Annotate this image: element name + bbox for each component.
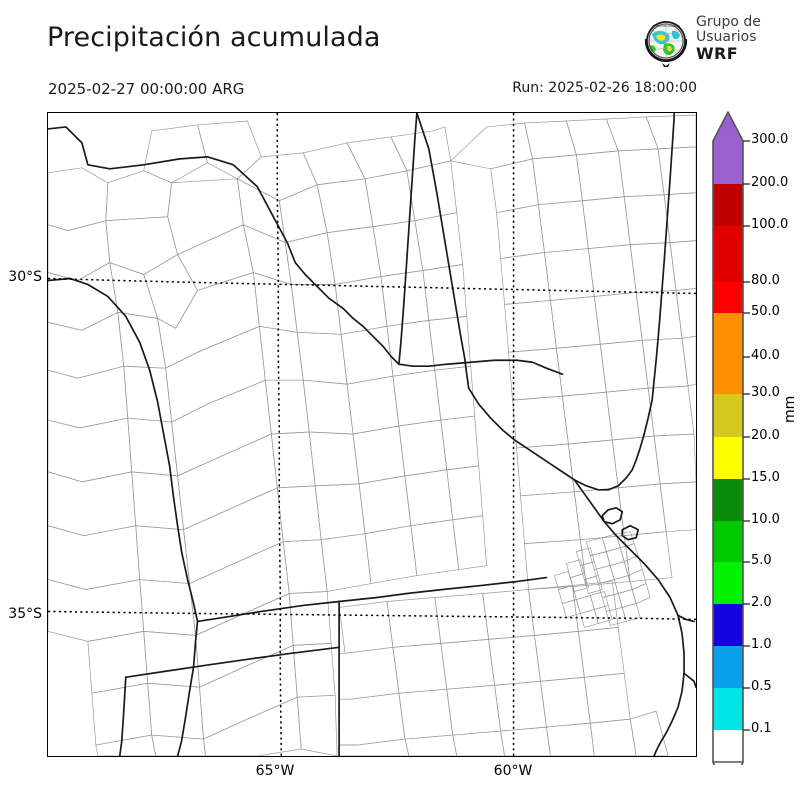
colorbar-graphic xyxy=(712,111,750,765)
logo-line-2: Usuarios xyxy=(696,29,757,46)
cb-tick-1: 1.0 xyxy=(751,637,772,652)
run-time-label: Run: 2025-02-26 18:00:00 xyxy=(512,80,697,96)
logo: GRUPO DE USUARIOS Grupo de Usuarios WRF xyxy=(638,14,798,74)
cb-tick-80: 80.0 xyxy=(751,273,780,288)
map-panel[interactable] xyxy=(47,112,697,757)
cb-tick-5: 5.0 xyxy=(751,553,772,568)
lon-label-65w: 65°W xyxy=(255,763,295,779)
cb-tick-15: 15.0 xyxy=(751,470,780,485)
logo-line-3: WRF xyxy=(696,44,739,64)
cb-tick-40: 40.0 xyxy=(751,348,780,363)
cb-tick-20: 20.0 xyxy=(751,428,780,443)
colorbar-unit-label: mm xyxy=(782,395,798,423)
cb-tick-0-5: 0.5 xyxy=(751,679,772,694)
lat-label-30s: 30°S xyxy=(8,269,42,285)
cb-tick-100: 100.0 xyxy=(751,217,789,232)
lat-label-35s: 35°S xyxy=(8,606,42,622)
valid-time-label: 2025-02-27 00:00:00 ARG xyxy=(48,80,245,98)
cb-over-arrow xyxy=(713,112,743,141)
colorbar[interactable]: 300.0 200.0 100.0 80.0 50.0 40.0 30.0 20… xyxy=(706,110,800,765)
cb-tick-10: 10.0 xyxy=(751,512,780,527)
cb-tick-300: 300.0 xyxy=(751,132,789,147)
page-title: Precipitación acumulada xyxy=(47,22,381,53)
logo-line-1: Grupo de xyxy=(696,14,761,30)
cb-tick-200: 200.0 xyxy=(751,175,789,190)
map-geography xyxy=(48,113,696,756)
cb-tick-2: 2.0 xyxy=(751,595,772,610)
cb-tick-0-1: 0.1 xyxy=(751,721,772,736)
cb-tick-30: 30.0 xyxy=(751,385,780,400)
svg-text:GRUPO DE USUARIOS: GRUPO DE USUARIOS xyxy=(652,24,680,28)
lon-label-60w: 60°W xyxy=(493,763,533,779)
cb-under-arrow xyxy=(712,761,744,765)
cb-tick-50: 50.0 xyxy=(751,304,780,319)
logo-text: Grupo de Usuarios WRF xyxy=(696,14,761,64)
globe-emblem-icon: GRUPO DE USUARIOS xyxy=(644,21,688,67)
